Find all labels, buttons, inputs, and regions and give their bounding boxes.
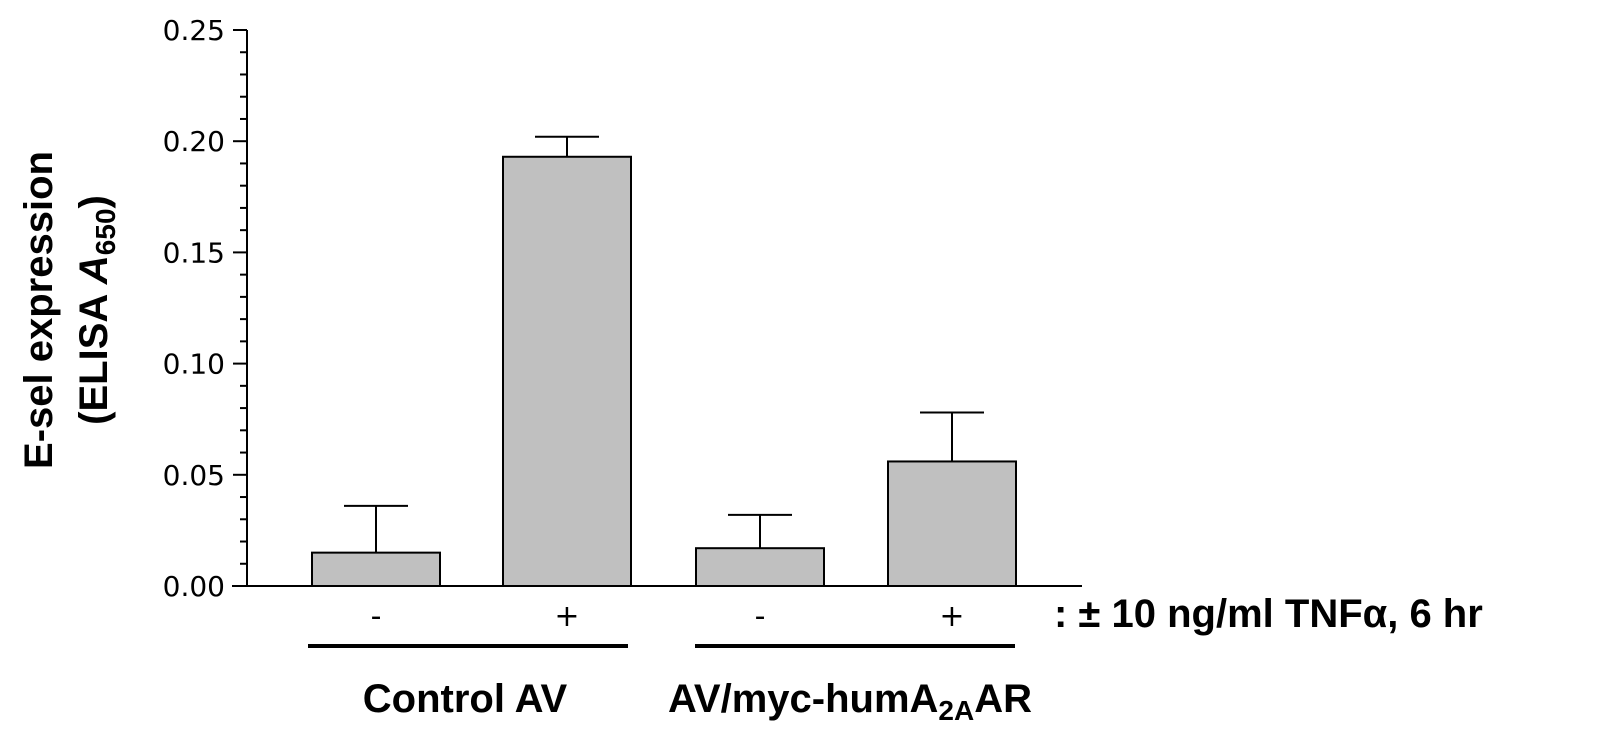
y-tick-label: 0.20 xyxy=(163,125,225,158)
y-ticks: 0.00 0.05 0.10 0.15 0.20 0.25 xyxy=(163,14,247,603)
y-axis-title: E-sel expression (ELISA A650) xyxy=(17,151,121,469)
y-axis-title-line1: E-sel expression xyxy=(17,151,61,469)
y-tick-label: 0.05 xyxy=(163,459,225,492)
x-tick-labels: - + - + xyxy=(371,599,965,634)
y-axis-title-line2: (ELISA A650) xyxy=(72,195,121,425)
y-tick-label: 0.25 xyxy=(163,14,225,47)
treatment-annotation: : ± 10 ng/ml TNFα, 6 hr xyxy=(1054,592,1483,636)
bar xyxy=(887,460,1017,587)
x-tick-label: + xyxy=(554,599,579,634)
y-tick-label: 0.00 xyxy=(163,570,225,603)
bars xyxy=(311,135,1017,588)
group-label-control: Control AV xyxy=(363,677,568,721)
y-tick-label: 0.15 xyxy=(163,236,225,269)
y-tick-label: 0.10 xyxy=(163,348,225,381)
x-tick-label: - xyxy=(755,599,766,634)
x-tick-label: + xyxy=(939,599,964,634)
group-label-myc: AV/myc-humA2AAR xyxy=(668,677,1032,726)
bar xyxy=(502,155,632,587)
bar xyxy=(311,551,441,588)
bar xyxy=(695,547,825,588)
x-tick-label: - xyxy=(371,599,382,634)
